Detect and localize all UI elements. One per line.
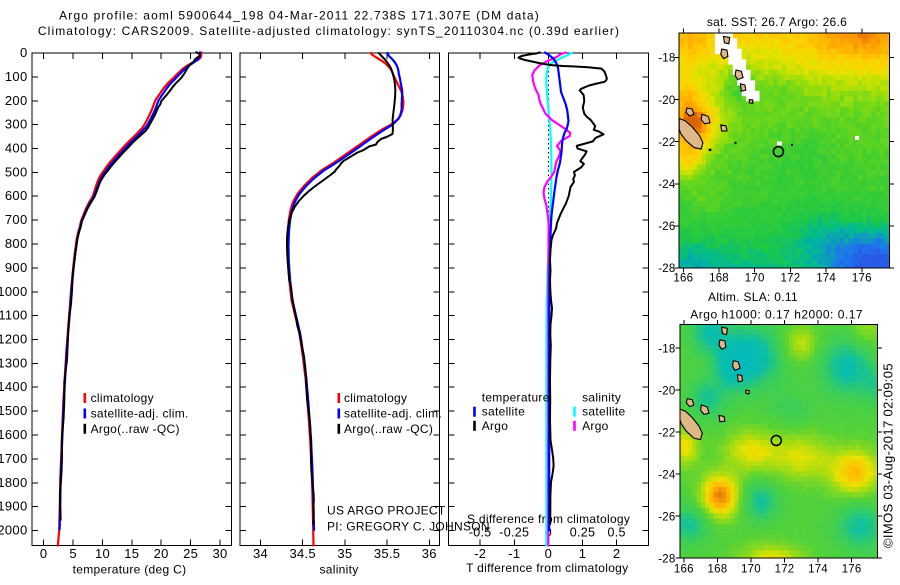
- svg-text:168: 168: [708, 564, 728, 576]
- svg-text:34.5: 34.5: [289, 546, 316, 561]
- svg-text:US ARGO PROJECT: US ARGO PROJECT: [327, 504, 446, 518]
- svg-text:-24: -24: [658, 469, 676, 481]
- svg-text:-2: -2: [474, 546, 486, 561]
- svg-text:34: 34: [253, 546, 268, 561]
- svg-text:30: 30: [212, 546, 227, 561]
- svg-text:satellite: satellite: [582, 405, 625, 419]
- svg-text:0: 0: [20, 45, 28, 60]
- svg-text:Altim. SLA: 0.11: Altim. SLA: 0.11: [708, 290, 798, 304]
- svg-text:1700: 1700: [0, 451, 28, 466]
- svg-text:temperature (deg C): temperature (deg C): [73, 563, 187, 577]
- svg-text:100: 100: [5, 69, 28, 84]
- svg-text:2000: 2000: [0, 523, 28, 538]
- svg-text:500: 500: [5, 164, 28, 179]
- svg-text:-20: -20: [658, 385, 675, 397]
- svg-text:-18: -18: [658, 53, 675, 65]
- svg-text:-26: -26: [658, 511, 675, 523]
- svg-text:Argo: Argo: [482, 419, 509, 433]
- svg-text:600: 600: [5, 188, 28, 203]
- svg-text:166: 166: [674, 564, 694, 576]
- svg-text:176: 176: [852, 273, 872, 285]
- svg-text:15: 15: [124, 546, 139, 561]
- svg-text:-1: -1: [508, 546, 520, 561]
- svg-text:200: 200: [5, 93, 28, 108]
- svg-text:900: 900: [5, 260, 28, 275]
- svg-text:20: 20: [154, 546, 169, 561]
- svg-text:-0.25: -0.25: [499, 526, 529, 540]
- svg-text:800: 800: [5, 236, 28, 251]
- svg-text:168: 168: [709, 273, 729, 285]
- svg-text:172: 172: [775, 564, 795, 576]
- svg-text:36: 36: [422, 546, 437, 561]
- svg-text:-0.5: -0.5: [469, 526, 492, 540]
- svg-text:Argo profile: aoml 5900644_198: Argo profile: aoml 5900644_198 04-Mar-20…: [59, 9, 540, 23]
- svg-text:170: 170: [745, 273, 765, 285]
- svg-text:170: 170: [741, 564, 761, 576]
- svg-text:satellite-adj. clim.: satellite-adj. clim.: [91, 407, 189, 421]
- svg-text:-26: -26: [658, 221, 675, 233]
- svg-text:T difference from climatology: T difference from climatology: [466, 561, 628, 575]
- svg-text:-28: -28: [658, 263, 675, 275]
- svg-text:400: 400: [5, 141, 28, 156]
- svg-text:Argo: Argo: [582, 419, 609, 433]
- svg-text:-18: -18: [658, 343, 675, 355]
- svg-text:10: 10: [95, 546, 110, 561]
- svg-text:166: 166: [673, 273, 693, 285]
- svg-text:satellite: satellite: [482, 405, 525, 419]
- svg-text:1400: 1400: [0, 379, 28, 394]
- svg-text:PI: GREGORY C. JOHNSON: PI: GREGORY C. JOHNSON: [327, 519, 490, 533]
- svg-text:temperature: temperature: [482, 391, 550, 405]
- svg-text:-20: -20: [658, 95, 675, 107]
- svg-text:174: 174: [816, 273, 836, 285]
- svg-text:5: 5: [69, 546, 77, 561]
- svg-text:172: 172: [781, 273, 801, 285]
- svg-text:0: 0: [545, 546, 553, 561]
- svg-text:176: 176: [842, 564, 862, 576]
- svg-text:satellite-adj. clim.: satellite-adj. clim.: [344, 407, 442, 421]
- svg-text:0.25: 0.25: [570, 526, 596, 540]
- svg-text:Argo(..raw -QC): Argo(..raw -QC): [91, 422, 180, 436]
- svg-text:0: 0: [40, 546, 48, 561]
- svg-text:1800: 1800: [0, 475, 28, 490]
- svg-text:1300: 1300: [0, 355, 28, 370]
- svg-text:-28: -28: [658, 553, 675, 565]
- svg-text:1100: 1100: [0, 308, 28, 323]
- svg-text:2: 2: [613, 546, 621, 561]
- svg-text:35: 35: [337, 546, 352, 561]
- svg-text:climatology: climatology: [344, 391, 407, 405]
- svg-text:25: 25: [183, 546, 198, 561]
- svg-text:1200: 1200: [0, 332, 28, 347]
- svg-text:Argo(..raw -QC): Argo(..raw -QC): [344, 422, 433, 436]
- svg-text:©IMOS 03-Aug-2017 02:09:05: ©IMOS 03-Aug-2017 02:09:05: [881, 363, 896, 548]
- svg-text:1500: 1500: [0, 403, 28, 418]
- svg-text:sat. SST: 26.7 Argo: 26.6: sat. SST: 26.7 Argo: 26.6: [707, 15, 847, 29]
- svg-text:climatology: climatology: [91, 391, 154, 405]
- svg-text:700: 700: [5, 212, 28, 227]
- svg-text:174: 174: [808, 564, 828, 576]
- svg-text:1600: 1600: [0, 427, 28, 442]
- svg-text:salinity: salinity: [319, 563, 358, 577]
- svg-text:300: 300: [5, 117, 28, 132]
- svg-text:Argo h1000: 0.17 h2000: 0.17: Argo h1000: 0.17 h2000: 0.17: [690, 308, 863, 322]
- svg-text:1: 1: [579, 546, 587, 561]
- svg-text:Climatology: CARS2009. Satelli: Climatology: CARS2009. Satellite-adjuste…: [38, 24, 620, 38]
- svg-text:35.5: 35.5: [374, 546, 401, 561]
- svg-text:1000: 1000: [0, 284, 28, 299]
- svg-text:-22: -22: [658, 427, 675, 439]
- svg-text:salinity: salinity: [582, 391, 621, 405]
- svg-text:0.5: 0.5: [607, 526, 625, 540]
- svg-text:1900: 1900: [0, 499, 28, 514]
- svg-text:-22: -22: [658, 137, 675, 149]
- svg-text:-24: -24: [658, 179, 676, 191]
